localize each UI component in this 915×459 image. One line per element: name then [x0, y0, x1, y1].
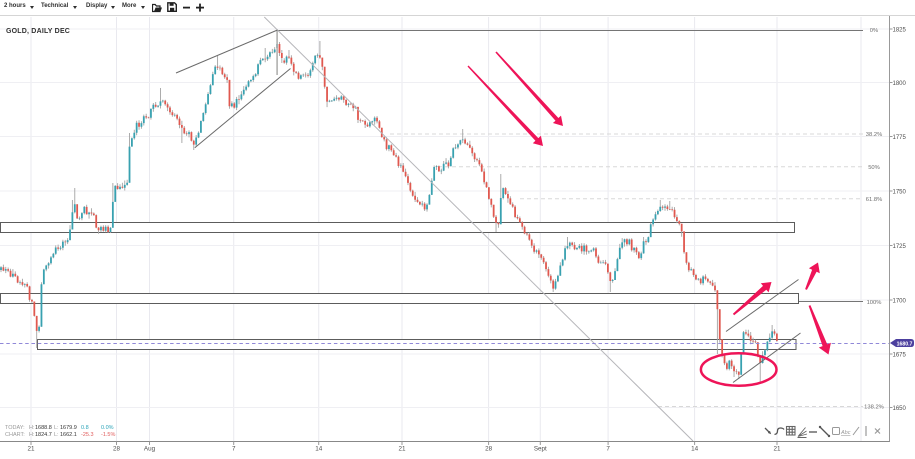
svg-text:1750: 1750 — [893, 189, 907, 195]
svg-text:L:: L: — [54, 432, 59, 438]
svg-text:61.8%: 61.8% — [866, 197, 882, 203]
svg-text:14: 14 — [315, 446, 323, 453]
svg-text:1688.8: 1688.8 — [35, 425, 52, 431]
svg-text:1650: 1650 — [893, 406, 907, 412]
svg-text:L:: L: — [54, 425, 59, 431]
svg-text:1725: 1725 — [893, 244, 907, 250]
svg-text:0%: 0% — [870, 28, 878, 34]
svg-text:7: 7 — [606, 446, 610, 453]
svg-text:100%: 100% — [867, 300, 882, 306]
svg-text:7: 7 — [232, 446, 236, 453]
svg-text:21: 21 — [398, 446, 406, 453]
svg-text:Sept: Sept — [534, 446, 547, 453]
svg-text:1700: 1700 — [893, 298, 907, 304]
svg-text:21: 21 — [773, 446, 781, 453]
svg-text:1680.7: 1680.7 — [897, 341, 913, 347]
svg-text:138.2%: 138.2% — [864, 405, 884, 411]
svg-text:0.8: 0.8 — [81, 425, 89, 431]
svg-text:Aug: Aug — [144, 446, 156, 453]
svg-text:Abc: Abc — [840, 430, 851, 436]
svg-text:14: 14 — [691, 446, 699, 453]
svg-text:CHART:: CHART: — [5, 432, 25, 438]
svg-text:1824.7: 1824.7 — [35, 432, 52, 438]
svg-text:28: 28 — [485, 446, 493, 453]
svg-text:1662.1: 1662.1 — [60, 432, 77, 438]
svg-text:-1.5%: -1.5% — [101, 432, 115, 438]
svg-text:-25.3: -25.3 — [81, 432, 94, 438]
svg-text:1825: 1825 — [893, 27, 907, 33]
svg-text:1679.9: 1679.9 — [60, 425, 77, 431]
svg-text:1800: 1800 — [893, 81, 907, 87]
svg-text:38.2%: 38.2% — [866, 132, 882, 138]
svg-text:1675: 1675 — [893, 352, 907, 358]
svg-text:TODAY:: TODAY: — [5, 425, 25, 431]
svg-text:H:: H: — [29, 432, 35, 438]
svg-text:21: 21 — [27, 446, 35, 453]
svg-text:1775: 1775 — [893, 135, 907, 141]
svg-text:50%: 50% — [868, 165, 880, 171]
svg-text:0.0%: 0.0% — [101, 425, 114, 431]
svg-text:GOLD, DAILY DEC: GOLD, DAILY DEC — [6, 28, 70, 35]
svg-text:28: 28 — [113, 446, 121, 453]
svg-text:H:: H: — [29, 425, 35, 431]
